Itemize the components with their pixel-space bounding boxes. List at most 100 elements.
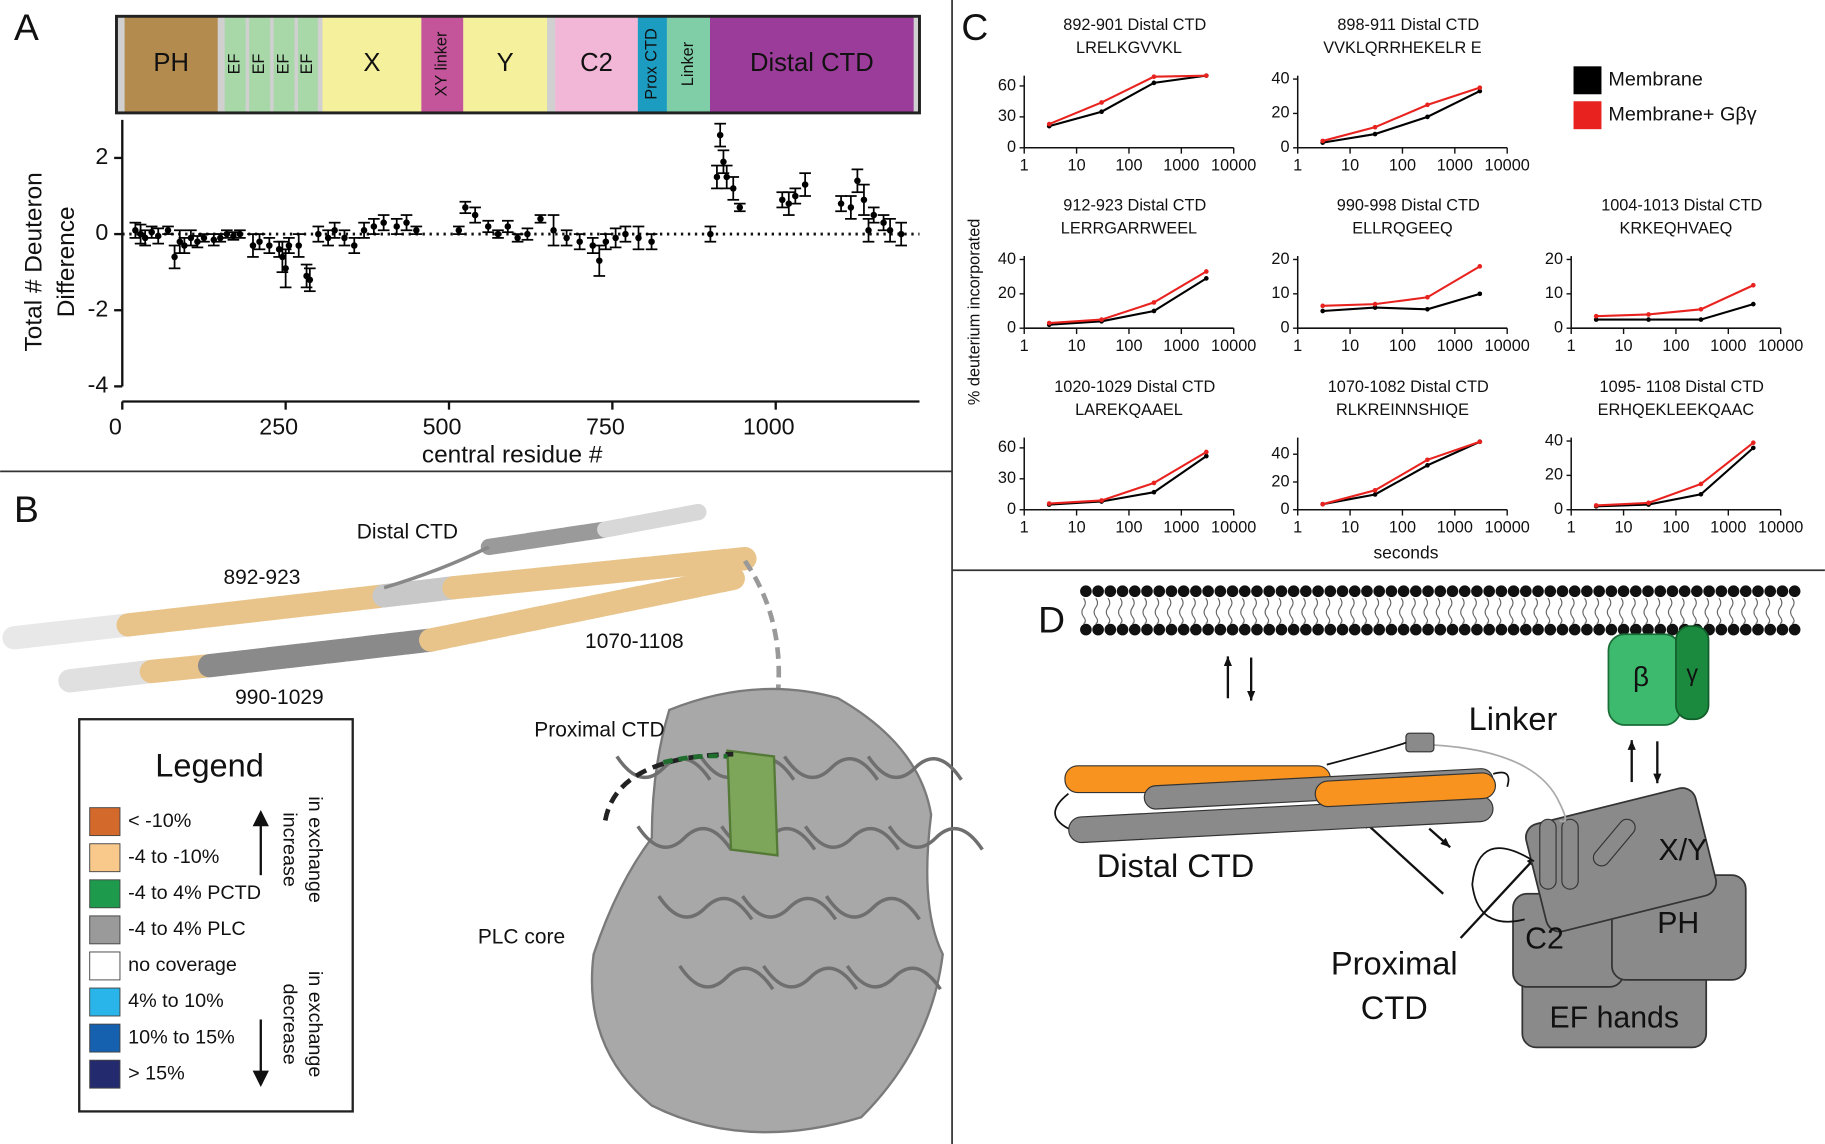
arrow bbox=[1459, 855, 1538, 939]
chart-subtitle: LAREKQAAEL bbox=[1075, 401, 1183, 419]
point bbox=[1372, 124, 1378, 130]
point bbox=[1203, 453, 1209, 459]
point bbox=[729, 185, 737, 192]
point bbox=[713, 173, 721, 181]
lipid-head bbox=[1165, 585, 1178, 598]
lipid-head bbox=[1287, 585, 1300, 598]
y-tick-label: 40 bbox=[1545, 431, 1563, 449]
core-strand bbox=[824, 895, 921, 921]
helix bbox=[442, 546, 757, 600]
legend-label: 4% to 10% bbox=[128, 990, 224, 1012]
point bbox=[854, 177, 861, 185]
line bbox=[1322, 440, 1481, 506]
lipid-tail bbox=[1337, 597, 1343, 625]
lipid-head bbox=[1092, 585, 1104, 598]
lipid-head bbox=[1373, 585, 1385, 598]
chart-title: 1004-1013 Distal CTD bbox=[1601, 196, 1762, 214]
helix bbox=[197, 628, 443, 678]
point bbox=[282, 265, 289, 272]
line bbox=[1322, 292, 1481, 313]
domain bbox=[322, 17, 422, 112]
lipid-head bbox=[1434, 623, 1447, 636]
lipid-head bbox=[1544, 585, 1557, 598]
lipid-head bbox=[1348, 585, 1361, 598]
lipid-tail bbox=[1398, 597, 1404, 625]
core-strand bbox=[636, 825, 733, 851]
point bbox=[880, 219, 887, 226]
legend-note: decrease bbox=[278, 983, 300, 1064]
x-tick-label: 1000 bbox=[743, 413, 795, 439]
point bbox=[1320, 303, 1326, 309]
y-axis-label: Difference bbox=[53, 206, 80, 317]
point bbox=[494, 230, 502, 238]
point bbox=[171, 253, 178, 261]
legend-swatch bbox=[89, 879, 121, 909]
lipid-tail bbox=[1789, 597, 1795, 625]
legend-swatch bbox=[89, 807, 121, 837]
point bbox=[306, 276, 314, 284]
point bbox=[1151, 80, 1157, 86]
domain-label: Prox CTD bbox=[643, 28, 661, 99]
structure-label: 1070-1108 bbox=[585, 630, 684, 653]
point bbox=[837, 200, 845, 207]
domain-label: Distal CTD bbox=[750, 49, 874, 77]
lipid-head bbox=[1605, 623, 1618, 636]
lipid-head bbox=[1300, 585, 1312, 598]
x-tick-label: 10 bbox=[1068, 157, 1086, 175]
point bbox=[865, 227, 872, 234]
diagram-label: Proximal bbox=[1331, 946, 1458, 982]
x-tick-label: 1 bbox=[1567, 337, 1576, 355]
point bbox=[200, 234, 208, 242]
helix bbox=[597, 503, 707, 538]
lipid-head bbox=[1568, 585, 1581, 598]
x-tick-label: 1000 bbox=[1710, 337, 1746, 355]
x-tick-label: 1 bbox=[1020, 337, 1029, 355]
core-strand bbox=[845, 964, 942, 991]
point bbox=[154, 232, 162, 240]
point bbox=[1046, 501, 1052, 506]
x-tick-label: 100 bbox=[1389, 337, 1416, 355]
domain bbox=[224, 17, 246, 112]
x-tick-label: 100 bbox=[1115, 157, 1142, 175]
diagram-label: PH bbox=[1657, 907, 1699, 940]
line bbox=[1596, 284, 1754, 318]
y-axis-label: % deuterium incorporated bbox=[966, 219, 984, 405]
lipid-tail bbox=[1301, 597, 1306, 625]
point bbox=[266, 242, 273, 249]
lipid-head bbox=[1593, 585, 1605, 598]
x-tick-label: 100 bbox=[1115, 519, 1142, 537]
lipid-head bbox=[1348, 623, 1361, 636]
lipid-tail bbox=[1313, 597, 1319, 625]
x-tick-label: 10000 bbox=[1211, 157, 1256, 175]
point bbox=[779, 196, 786, 204]
y-tick-label: 10 bbox=[1271, 284, 1289, 302]
x-tick-label: 100 bbox=[1662, 519, 1689, 537]
point bbox=[707, 230, 714, 238]
lipid-head bbox=[1092, 623, 1104, 636]
point bbox=[897, 230, 905, 238]
line bbox=[1596, 447, 1754, 508]
point bbox=[413, 227, 420, 234]
lipid-head bbox=[1336, 623, 1349, 636]
point bbox=[1372, 301, 1378, 307]
point bbox=[524, 230, 531, 238]
point bbox=[723, 173, 730, 181]
lipid-head bbox=[1214, 623, 1227, 636]
arrow-head bbox=[1440, 837, 1451, 848]
lipid-tail bbox=[1570, 597, 1575, 625]
y-tick-label: 0 bbox=[1007, 138, 1016, 156]
legend-label: Membrane+ Gβγ bbox=[1608, 103, 1756, 125]
point bbox=[514, 234, 521, 242]
lipid-tail bbox=[1154, 597, 1160, 625]
legend-note: in exchange bbox=[304, 971, 326, 1078]
lipid-tail bbox=[1203, 597, 1209, 625]
lipid-head bbox=[1642, 585, 1654, 598]
arrow-head bbox=[1627, 740, 1636, 750]
core-strand bbox=[678, 964, 775, 991]
structure-label: 892-923 bbox=[224, 566, 301, 589]
lipid-tail bbox=[1521, 597, 1526, 625]
diagram-label: Linker bbox=[1469, 701, 1558, 737]
lipid-head bbox=[1471, 585, 1483, 598]
lipid-tail bbox=[1386, 597, 1392, 625]
